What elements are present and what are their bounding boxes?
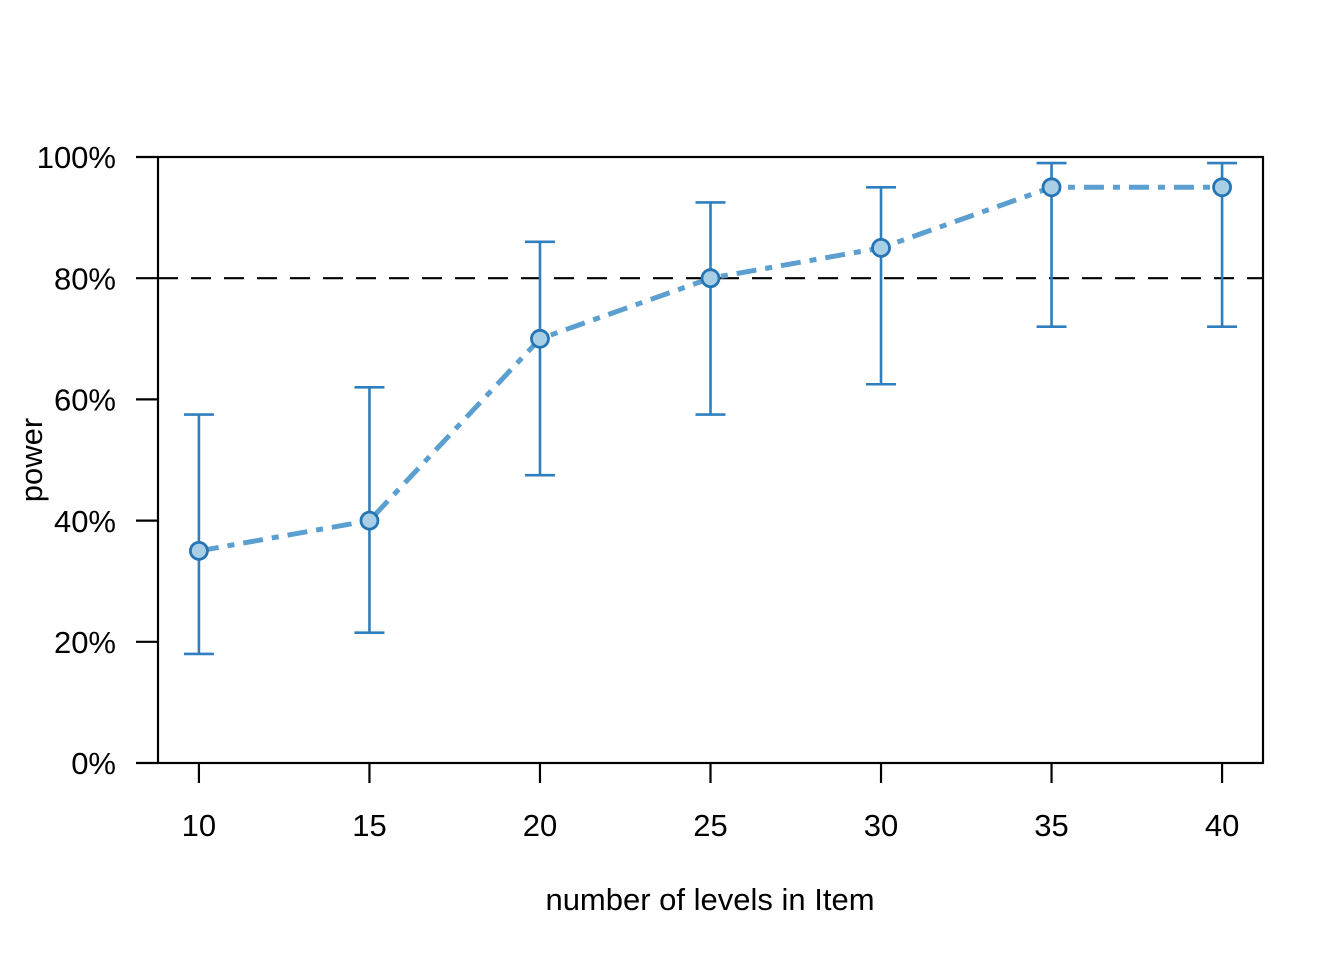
data-point-marker xyxy=(189,541,209,561)
y-tick-label: 0% xyxy=(71,746,116,781)
x-tick-label: 30 xyxy=(864,808,898,843)
y-tick-label: 60% xyxy=(54,383,116,418)
plot-area: 0% 20% 40% 60% 80% 100% 10 15 20 25 30 35 40 xyxy=(37,140,1265,843)
data-point-marker xyxy=(530,328,550,349)
y-tick-label: 100% xyxy=(37,140,116,175)
data-point-marker xyxy=(871,237,891,258)
x-tick-label: 25 xyxy=(693,808,727,843)
y-tick-label: 80% xyxy=(54,261,116,296)
y-tick-label: 40% xyxy=(54,504,116,539)
x-tick-label: 40 xyxy=(1205,808,1239,843)
x-tick-label: 20 xyxy=(523,808,557,843)
x-tick-label: 35 xyxy=(1034,808,1068,843)
data-point-marker xyxy=(700,268,721,289)
data-point-marker xyxy=(1212,177,1232,198)
x-axis-title: number of levels in Item xyxy=(545,882,874,917)
data-point-marker xyxy=(1041,177,1062,198)
x-tick-label: 10 xyxy=(182,808,216,843)
x-tick-label: 15 xyxy=(352,808,386,843)
y-tick-label: 20% xyxy=(54,625,116,660)
data-point-marker xyxy=(359,510,380,531)
y-axis-title: power xyxy=(14,418,49,502)
